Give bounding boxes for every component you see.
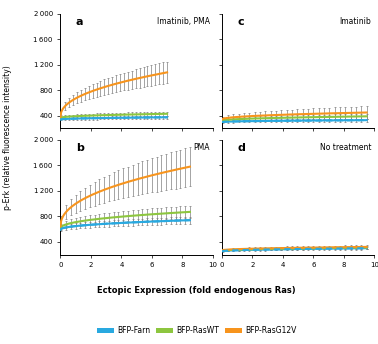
Text: Ectopic Expression (fold endogenous Ras): Ectopic Expression (fold endogenous Ras) — [97, 286, 296, 295]
Text: No treatment: No treatment — [320, 143, 371, 152]
Text: Imatinib, PMA: Imatinib, PMA — [157, 17, 210, 26]
Text: c: c — [237, 17, 244, 27]
Text: Imatinib: Imatinib — [339, 17, 371, 26]
Text: PMA: PMA — [193, 143, 210, 152]
Text: p-Erk (relative fluorescence intensity): p-Erk (relative fluorescence intensity) — [3, 65, 12, 210]
Text: b: b — [76, 143, 84, 153]
Legend: BFP-Farn, BFP-RasWT, BFP-RasG12V: BFP-Farn, BFP-RasWT, BFP-RasG12V — [94, 323, 299, 338]
Text: a: a — [76, 17, 83, 27]
Text: d: d — [237, 143, 245, 153]
